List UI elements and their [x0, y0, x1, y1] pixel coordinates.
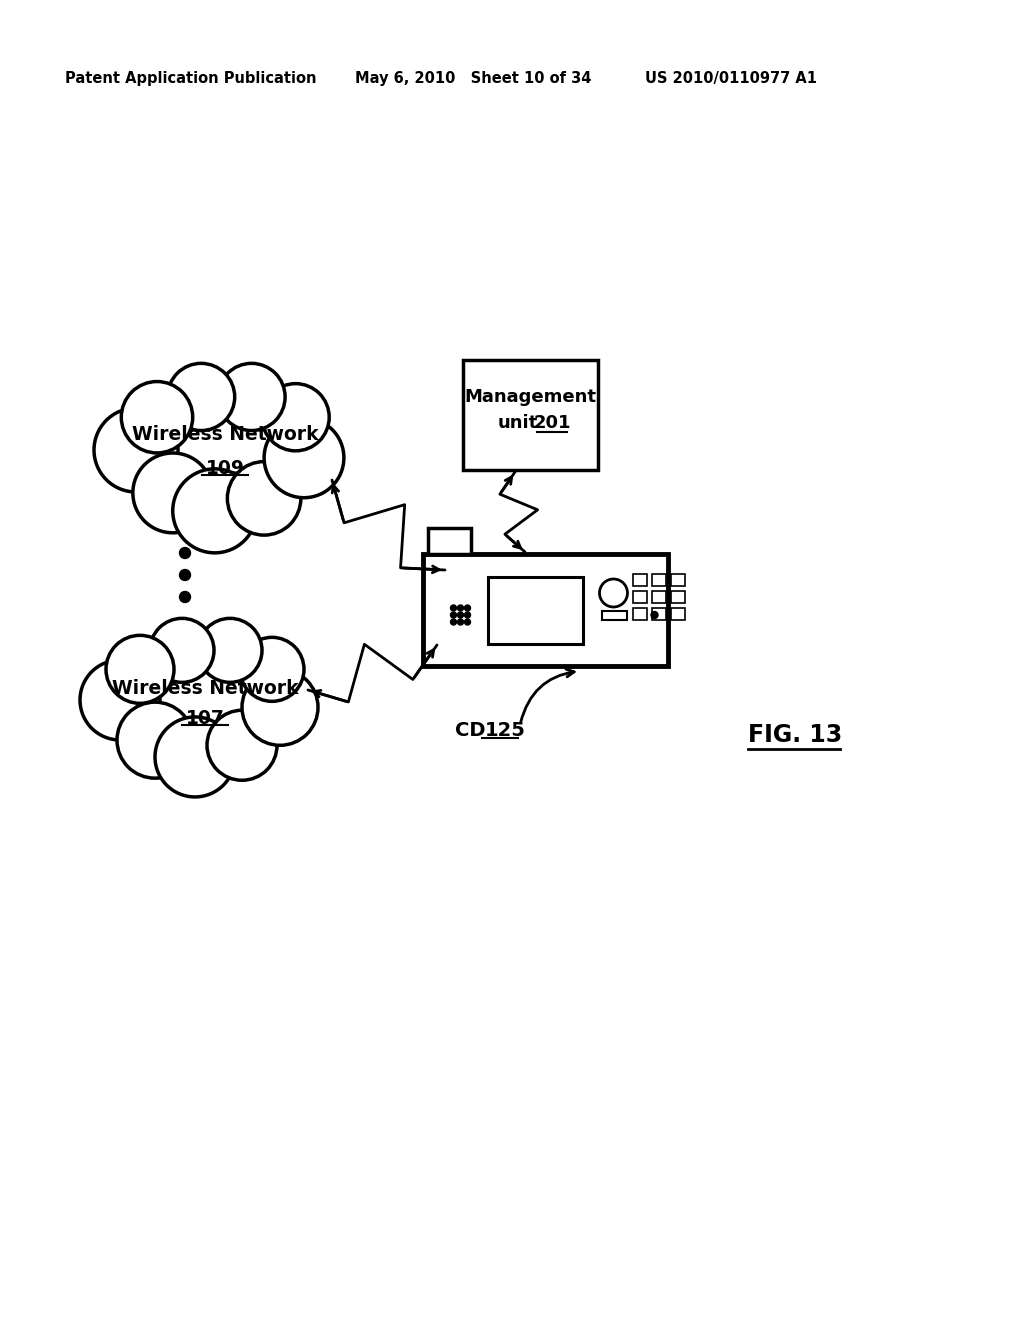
Circle shape [465, 619, 470, 624]
Circle shape [242, 669, 318, 746]
Text: Wireless Network: Wireless Network [112, 678, 298, 697]
FancyBboxPatch shape [633, 574, 646, 586]
Circle shape [451, 612, 457, 618]
Circle shape [218, 363, 285, 430]
Circle shape [458, 619, 464, 624]
Text: US 2010/0110977 A1: US 2010/0110977 A1 [645, 70, 817, 86]
Circle shape [168, 363, 234, 430]
FancyBboxPatch shape [651, 591, 666, 603]
Circle shape [179, 548, 190, 558]
Circle shape [106, 635, 174, 704]
FancyBboxPatch shape [487, 577, 583, 644]
Circle shape [651, 611, 658, 619]
Text: unit: unit [498, 414, 539, 432]
FancyBboxPatch shape [633, 591, 646, 603]
FancyBboxPatch shape [671, 609, 684, 620]
Circle shape [121, 381, 193, 453]
Text: FIG. 13: FIG. 13 [748, 723, 843, 747]
Circle shape [179, 569, 190, 581]
Circle shape [94, 408, 178, 492]
FancyBboxPatch shape [651, 609, 666, 620]
Circle shape [240, 638, 304, 701]
Text: Patent Application Publication: Patent Application Publication [65, 70, 316, 86]
Text: CD: CD [455, 721, 485, 739]
Circle shape [179, 591, 190, 602]
Circle shape [458, 612, 464, 618]
Circle shape [227, 462, 301, 535]
FancyBboxPatch shape [427, 528, 470, 554]
FancyBboxPatch shape [463, 360, 597, 470]
Circle shape [465, 612, 470, 618]
FancyBboxPatch shape [651, 574, 666, 586]
Circle shape [117, 702, 193, 779]
Circle shape [262, 384, 329, 451]
Circle shape [465, 605, 470, 611]
Circle shape [264, 418, 344, 498]
Circle shape [80, 660, 160, 741]
Circle shape [150, 618, 214, 682]
Circle shape [198, 618, 262, 682]
Text: Wireless Network: Wireless Network [132, 425, 318, 445]
Circle shape [458, 605, 464, 611]
Circle shape [451, 619, 457, 624]
FancyBboxPatch shape [671, 574, 684, 586]
FancyBboxPatch shape [601, 611, 627, 620]
Circle shape [133, 453, 213, 533]
FancyBboxPatch shape [633, 609, 646, 620]
Text: 125: 125 [485, 721, 526, 739]
Text: 109: 109 [206, 458, 245, 478]
Text: May 6, 2010   Sheet 10 of 34: May 6, 2010 Sheet 10 of 34 [355, 70, 592, 86]
FancyBboxPatch shape [671, 591, 684, 603]
Text: Management: Management [464, 388, 596, 407]
Circle shape [173, 469, 257, 553]
FancyBboxPatch shape [423, 554, 668, 667]
Circle shape [599, 579, 628, 607]
Ellipse shape [136, 396, 304, 504]
Circle shape [155, 717, 234, 797]
Ellipse shape [120, 649, 280, 751]
Text: 107: 107 [185, 709, 224, 727]
Circle shape [451, 605, 457, 611]
Circle shape [207, 710, 278, 780]
Text: 201: 201 [534, 414, 570, 432]
